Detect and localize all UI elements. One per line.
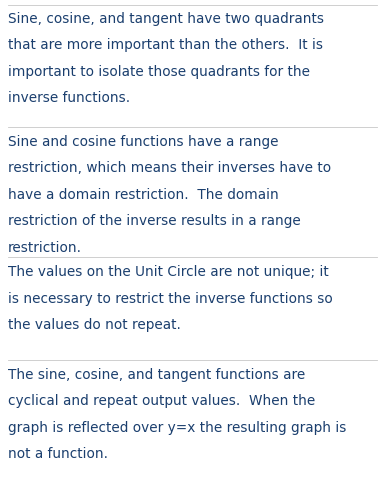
Text: important to isolate those quadrants for the: important to isolate those quadrants for… [8, 65, 310, 79]
Text: Sine and cosine functions have a range: Sine and cosine functions have a range [8, 135, 278, 149]
Text: Sine, cosine, and tangent have two quadrants: Sine, cosine, and tangent have two quadr… [8, 12, 324, 26]
Text: inverse functions.: inverse functions. [8, 92, 130, 106]
Text: The sine, cosine, and tangent functions are: The sine, cosine, and tangent functions … [8, 368, 305, 382]
Text: graph is reflected over y=x the resulting graph is: graph is reflected over y=x the resultin… [8, 421, 346, 435]
Text: the values do not repeat.: the values do not repeat. [8, 318, 181, 332]
Text: restriction, which means their inverses have to: restriction, which means their inverses … [8, 162, 331, 175]
Text: have a domain restriction.  The domain: have a domain restriction. The domain [8, 188, 279, 202]
Text: that are more important than the others.  It is: that are more important than the others.… [8, 38, 323, 52]
Text: The values on the Unit Circle are not unique; it: The values on the Unit Circle are not un… [8, 265, 329, 279]
Text: restriction of the inverse results in a range: restriction of the inverse results in a … [8, 214, 301, 228]
Text: restriction.: restriction. [8, 241, 82, 255]
Text: cyclical and repeat output values.  When the: cyclical and repeat output values. When … [8, 394, 315, 408]
Text: not a function.: not a function. [8, 448, 108, 462]
Text: is necessary to restrict the inverse functions so: is necessary to restrict the inverse fun… [8, 292, 333, 306]
